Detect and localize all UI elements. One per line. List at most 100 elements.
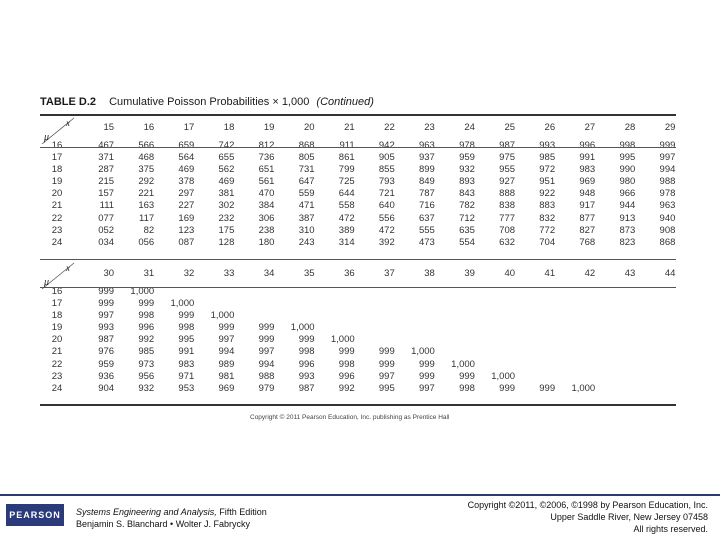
table-row: 16 467 566 659 742 812 868 911 942 963 978 987 993 99…: [40, 140, 676, 152]
probability-cell: 908: [659, 224, 676, 236]
probability-cell: [315, 322, 355, 334]
table-row: 20 987 992 995 997 999 999 1,000: [40, 334, 675, 346]
probability-cell: 314: [338, 236, 355, 248]
probability-cell: [435, 346, 475, 358]
probability-cell: 659: [178, 140, 195, 151]
probability-cell: 302: [218, 200, 235, 212]
probability-cell: 978: [659, 188, 676, 200]
top-rule: [40, 114, 676, 116]
probability-cell: 999: [539, 382, 556, 394]
probability-cell: 554: [459, 236, 475, 248]
mu-row-label: 18: [51, 310, 63, 322]
probability-cell: 893: [459, 176, 475, 188]
probability-cell: 987: [298, 382, 315, 394]
probability-cell: 985: [138, 346, 155, 358]
probability-cell: 287: [98, 164, 115, 176]
probability-cell: 1,000: [210, 310, 235, 322]
probability-cell: 899: [418, 164, 435, 176]
x-column-header: 17: [183, 122, 195, 133]
probability-cell: 932: [138, 382, 155, 394]
x-column-header: 29: [664, 122, 676, 133]
probability-cell: 972: [539, 164, 556, 176]
probability-cell: 725: [338, 176, 355, 188]
probability-cell: 371: [98, 152, 115, 164]
probability-cell: 1,000: [170, 298, 195, 310]
probability-cell: 651: [258, 164, 275, 176]
probability-cell: [355, 322, 395, 334]
probability-cell: [555, 310, 595, 322]
probability-cell: 157: [98, 188, 115, 200]
probability-cell: [595, 383, 635, 395]
probability-cell: 997: [378, 370, 395, 382]
probability-cell: [595, 298, 635, 310]
probability-cell: 999: [258, 322, 275, 334]
probability-cell: 995: [178, 334, 195, 346]
probability-cell: 468: [138, 152, 155, 164]
probability-cell: 384: [258, 200, 275, 212]
probability-cell: 999: [258, 334, 275, 346]
probability-cell: 849: [418, 176, 435, 188]
mu-row-label: 23: [51, 370, 63, 382]
probability-cell: 979: [258, 382, 275, 394]
probability-cell: [515, 346, 555, 358]
probability-cell: [274, 298, 314, 310]
corner-header-1: x μ: [40, 116, 76, 146]
probability-cell: 1,000: [491, 370, 516, 382]
probability-cell: 555: [418, 224, 435, 236]
corner-mu-label-2: μ: [44, 277, 50, 288]
x-column-header: 25: [504, 122, 516, 133]
corner-x-label: x: [66, 118, 70, 128]
probability-cell: 782: [459, 200, 475, 212]
probability-cell: 708: [499, 224, 516, 236]
probability-cell: 175: [218, 224, 235, 236]
x-column-header: 38: [424, 268, 435, 279]
probability-cell: 1,000: [451, 358, 475, 370]
probability-cell: 990: [619, 164, 636, 176]
probability-cell: 956: [138, 370, 155, 382]
table-row: 23 936 956 971 981 988 993 996 997 999 999 1,000: [40, 371, 675, 383]
table-row: 24 904 932 953 969 979 987 992 995 997 998 999 999 1,…: [40, 383, 675, 395]
book-authors: Benjamin S. Blanchard • Wolter J. Fabryc…: [76, 519, 251, 529]
mu-row-label: 24: [51, 382, 63, 394]
probability-cell: 381: [218, 188, 235, 200]
probability-cell: 911: [339, 140, 355, 151]
probability-cell: 297: [178, 188, 195, 200]
probability-cell: 963: [659, 200, 676, 212]
probability-cell: 82: [143, 224, 155, 236]
rights-line-1: Copyright ©2011, ©2006, ©1998 by Pearson…: [467, 500, 708, 510]
table-row: 21 111 163 227 302 384 471 558 640 716 782 838 883 91…: [40, 200, 676, 212]
corner-cell: [40, 116, 74, 140]
probability-cell: 999: [459, 370, 475, 382]
probability-cell: 742: [218, 140, 235, 151]
probability-cell: 787: [418, 188, 435, 200]
probability-cell: 562: [218, 164, 235, 176]
probability-cell: 996: [579, 140, 596, 151]
probability-cell: 704: [539, 236, 556, 248]
probability-cell: [515, 371, 555, 383]
probability-cell: 985: [539, 152, 556, 164]
x-column-header: 30: [103, 268, 115, 279]
column-header-row: 15 16 17 18 19 20 21 22 23 24 25 26 27 28 29: [40, 116, 676, 140]
probability-cell: [635, 383, 675, 395]
probability-cell: 987: [98, 334, 115, 346]
rights-line-3: All rights reserved.: [633, 524, 708, 534]
probability-cell: 221: [138, 188, 155, 200]
probability-cell: 996: [138, 322, 155, 334]
probability-cell: 998: [459, 382, 475, 394]
mu-row-label: 21: [51, 200, 63, 212]
poisson-table-section-2: 30 31 32 33 34 35 36 37 38 39 40 41 42 43 44 16 999 1,000…: [40, 262, 676, 395]
probability-cell: 999: [418, 358, 435, 370]
probability-cell: 793: [378, 176, 395, 188]
probability-cell: 936: [98, 370, 115, 382]
probability-cell: 948: [579, 188, 596, 200]
probability-cell: 994: [218, 346, 235, 358]
probability-cell: 905: [378, 152, 395, 164]
corner-mu-label: μ: [44, 132, 50, 143]
probability-cell: 123: [178, 224, 195, 236]
mu-row-label: 22: [51, 212, 63, 224]
probability-cell: 777: [499, 212, 516, 224]
probability-cell: 117: [139, 212, 155, 224]
probability-cell: 877: [579, 212, 596, 224]
probability-cell: 640: [378, 200, 395, 212]
